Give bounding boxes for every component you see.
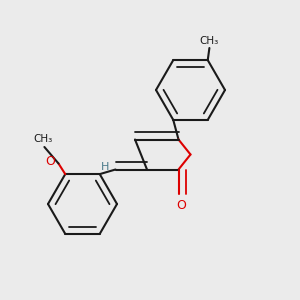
Text: CH₃: CH₃ (200, 37, 219, 46)
Text: O: O (176, 199, 186, 212)
Text: CH₃: CH₃ (33, 134, 52, 144)
Text: H: H (100, 161, 109, 172)
Text: O: O (45, 154, 55, 168)
